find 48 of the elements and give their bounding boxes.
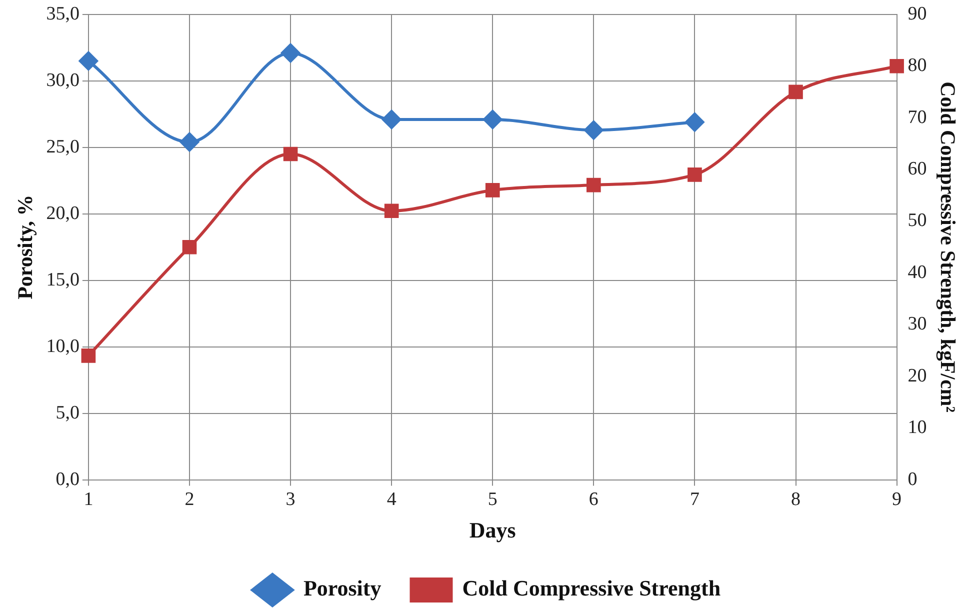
point <box>688 168 702 182</box>
point <box>182 240 197 254</box>
point <box>685 112 704 132</box>
y2-tick-label: 70 <box>908 106 927 128</box>
x-tick-label: 6 <box>588 489 598 510</box>
x-tick-label: 1 <box>84 489 94 510</box>
y2-tick-label: 80 <box>908 55 927 76</box>
y-tick-label: 0,0 <box>56 468 80 490</box>
point <box>281 43 300 62</box>
y2-tick-label: 0 <box>908 468 918 490</box>
y-axis-title: Porosity, % <box>13 194 38 300</box>
point <box>586 178 601 192</box>
point <box>485 183 500 198</box>
y-tick-label: 30,0 <box>46 70 80 91</box>
point <box>81 348 96 363</box>
y2-tick-label: 10 <box>908 417 927 438</box>
y-tick-label: 10,0 <box>46 336 80 357</box>
legend-label: Porosity <box>303 576 382 601</box>
point <box>384 204 399 218</box>
x-axis-title: Days <box>469 517 516 542</box>
x-tick-label: 7 <box>690 489 700 510</box>
y2-tick-label: 20 <box>908 365 927 386</box>
point <box>788 84 803 100</box>
y-tick-label: 25,0 <box>46 136 80 158</box>
legend-label: Cold Compressive Strength <box>462 576 721 601</box>
y2-tick-label: 40 <box>908 262 927 283</box>
point <box>890 58 904 74</box>
y-tick-label: 35,0 <box>46 3 80 24</box>
y2-tick-label: 90 <box>908 3 927 24</box>
point <box>180 132 199 152</box>
y2-tick-label: 30 <box>908 314 927 335</box>
x-tick-label: 2 <box>184 489 194 510</box>
y-tick-label: 20,0 <box>46 202 80 224</box>
x-tick-label: 3 <box>286 489 296 510</box>
y2-axis-title: Cold Compressive Strength, kgF/cm² <box>936 82 960 413</box>
y-tick-label: 5,0 <box>56 402 80 424</box>
point <box>483 110 502 129</box>
point <box>584 120 604 140</box>
y2-tick-label: 60 <box>908 158 927 180</box>
point <box>78 51 98 70</box>
point <box>382 110 402 129</box>
y-tick-label: 15,0 <box>46 269 80 290</box>
x-tick-label: 8 <box>791 489 801 510</box>
y2-tick-label: 50 <box>908 210 927 232</box>
x-tick-label: 9 <box>892 489 902 510</box>
point <box>283 146 298 162</box>
x-tick-label: 5 <box>488 489 498 510</box>
x-tick-label: 4 <box>386 489 397 510</box>
